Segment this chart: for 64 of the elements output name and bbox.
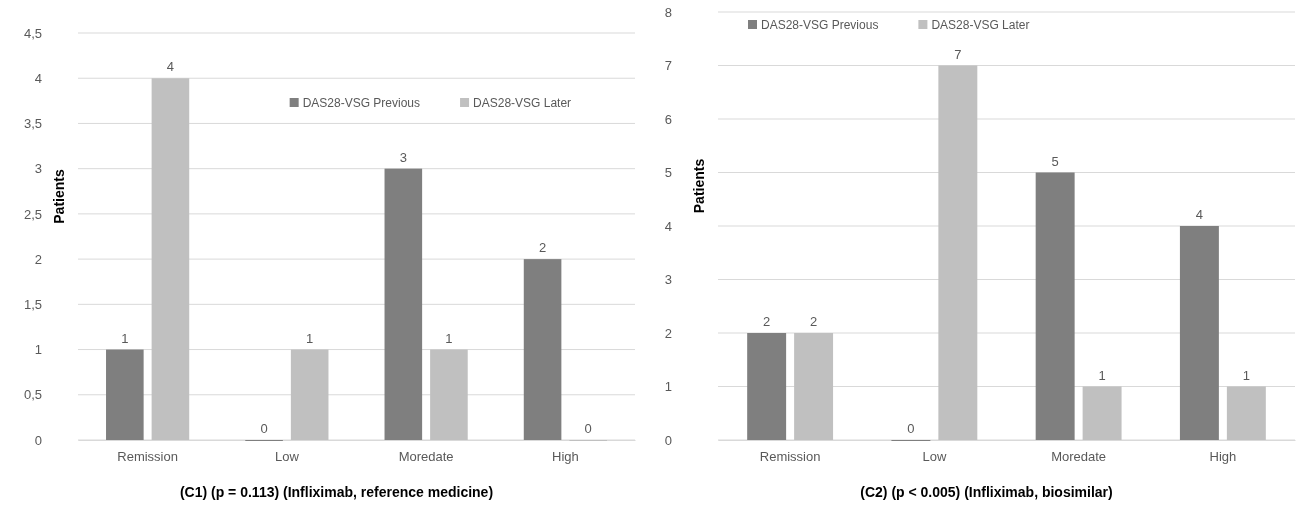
y-tick-label: 0 [664,432,672,448]
y-tick-label: 2 [664,325,672,341]
data-label: 1 [1098,367,1106,383]
y-tick-label: 4 [34,70,42,86]
bar [1035,172,1075,440]
bar [747,333,787,440]
data-label: 4 [1195,207,1204,222]
y-axis-title: Patients [691,158,707,214]
y-tick-label: 1 [34,342,42,358]
y-axis-title: Patients [51,169,67,224]
y-tick-label: 8 [664,4,672,20]
data-label: 3 [399,149,407,165]
bar [1179,226,1219,440]
x-tick-label: Low [922,449,947,465]
data-label: 1 [1242,367,1250,383]
y-tick-label: 6 [664,111,672,127]
data-label: 0 [584,421,592,436]
x-tick-label: Moredate [1051,449,1107,465]
y-tick-label: 4,5 [23,25,42,41]
data-label: 1 [445,330,453,346]
data-label: 1 [121,330,129,346]
data-label: 1 [306,330,314,346]
y-tick-label: 2,5 [23,206,42,222]
legend-label: DAS28-VSG Later [473,96,572,110]
legend-label: DAS28-VSG Previous [761,18,879,32]
legend-label: DAS28-VSG Previous [302,96,421,110]
legend-label: DAS28-VSG Later [931,18,1030,32]
bar [1082,386,1122,440]
text: (C1) (p = 0.113) (Infliximab, reference medicine) [179,484,494,500]
x-tick-label: High [1209,449,1237,465]
y-tick-label: 1 [664,379,672,395]
y-tick-label: 7 [664,58,672,74]
y-tick-label: 3,5 [23,116,42,132]
x-tick-label: Remission [759,449,821,465]
data-label: 5 [1051,153,1059,169]
data-label: 2 [538,240,547,256]
y-tick-label: 4 [664,218,672,234]
data-label: 0 [907,421,915,436]
bar [384,168,423,440]
data-label: 0 [260,421,268,436]
y-tick-label: 0 [34,432,42,448]
y-tick-label: 3 [664,272,672,288]
bar [1226,386,1266,440]
data-label: 2 [809,314,818,329]
bar [151,78,190,440]
bar [430,349,468,440]
bar [290,349,329,440]
bar [938,65,978,440]
x-tick-label: Remission [117,449,178,465]
data-label: 4 [166,59,175,75]
x-tick-label: Moredate [398,449,454,465]
data-label: 2 [763,314,771,329]
bar [794,333,834,440]
y-tick-label: 1,5 [23,296,42,312]
text: (C2) (p < 0.005) (Infliximab, biosimilar) [860,484,1113,500]
y-tick-label: 2 [34,251,42,267]
y-tick-label: 5 [664,165,672,181]
y-tick-label: 0,5 [23,387,42,403]
bar [106,349,144,440]
data-label: 7 [954,46,962,62]
x-tick-label: Low [274,449,300,465]
bar [523,259,562,440]
y-tick-label: 3 [34,161,42,177]
x-tick-label: High [552,449,579,465]
